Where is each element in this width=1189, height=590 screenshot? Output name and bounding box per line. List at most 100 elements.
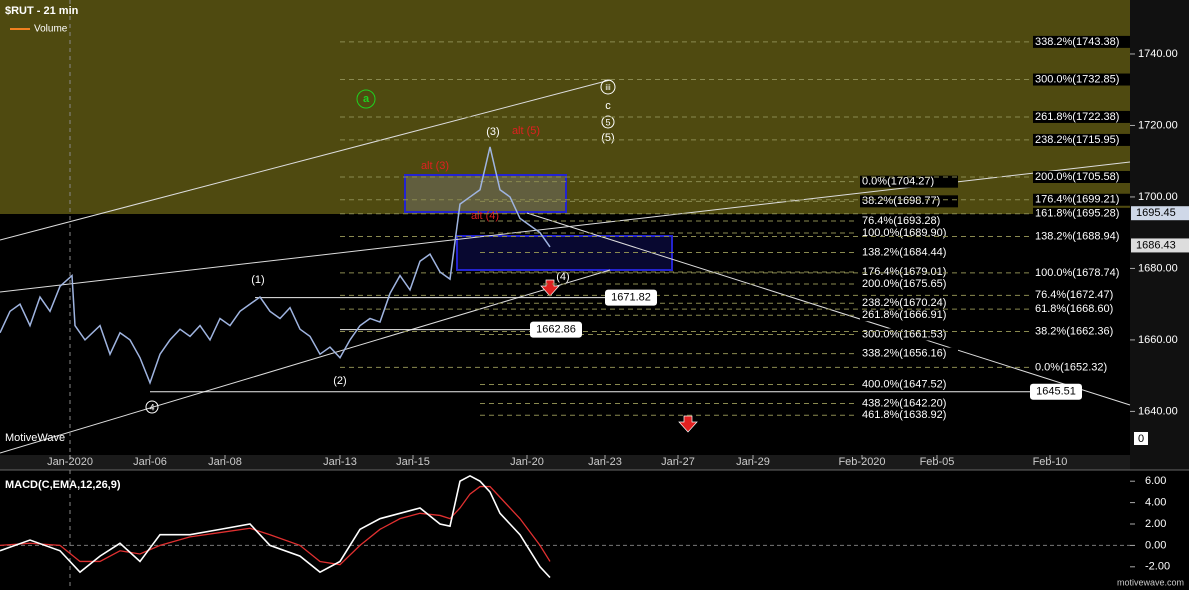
signal-line	[0, 485, 551, 566]
axis-price-label: 1695.45	[1136, 207, 1176, 219]
fib-label-bg	[860, 309, 958, 322]
wave-label: alt (5)	[512, 125, 540, 137]
price-box-label: 1645.51	[1036, 386, 1076, 398]
fib-label-bg	[1033, 35, 1130, 48]
fib-label: 76.4%(1693.28)	[862, 215, 940, 227]
fib-label-bg	[860, 265, 958, 278]
x-tick-label: Jan-23	[588, 456, 622, 468]
fib-label: 0.0%(1652.32)	[1035, 361, 1107, 373]
y-tick-label: 6.00	[1145, 475, 1166, 487]
fib-label: 238.2%(1670.24)	[862, 297, 946, 309]
fib-label-bg	[860, 347, 958, 360]
wave-label: (1)	[251, 274, 264, 286]
fib-label-bg	[860, 214, 958, 227]
price-box-label: 1671.82	[611, 292, 651, 304]
macd-line	[0, 474, 551, 579]
fib-label: 76.4%(1672.47)	[1035, 289, 1113, 301]
fib-label-bg	[860, 378, 958, 391]
down-arrow	[678, 415, 698, 433]
fib-label-bg	[1033, 361, 1130, 374]
wave-label: 5	[605, 117, 610, 127]
fib-label: 100.0%(1689.90)	[862, 227, 946, 239]
fib-label-bg	[860, 297, 958, 310]
fib-label: 38.2%(1698.77)	[862, 195, 940, 207]
fib-label-bg	[860, 277, 958, 290]
blue-box	[404, 174, 567, 213]
fib-label-bg	[1033, 207, 1130, 220]
fib-label: 161.8%(1695.28)	[1035, 208, 1119, 220]
price-axis	[1130, 0, 1189, 470]
wave-label: a	[363, 93, 370, 105]
fib-label: 200.0%(1675.65)	[862, 278, 946, 290]
footer: motivewave.com	[1117, 577, 1184, 587]
fib-label: 200.0%(1705.58)	[1035, 171, 1119, 183]
axis-price-label: 1686.43	[1136, 239, 1176, 251]
fib-label: 100.0%(1678.74)	[1035, 267, 1119, 279]
fib-label-bg	[1033, 193, 1130, 206]
fib-label: 138.2%(1684.44)	[862, 246, 946, 258]
y-tick-label: 1640.00	[1138, 405, 1178, 417]
y-tick-label: 1660.00	[1138, 334, 1178, 346]
watermark: MotiveWave	[5, 432, 65, 444]
volume-axis-label: 0	[1138, 433, 1144, 445]
fib-label: 138.2%(1688.94)	[1035, 230, 1119, 242]
x-tick-label: Feb-05	[920, 456, 955, 468]
fib-label: 338.2%(1656.16)	[862, 348, 946, 360]
wave-label: (2)	[333, 375, 346, 387]
volume-axis-box	[1134, 432, 1148, 445]
x-tick-label: Jan-15	[396, 456, 430, 468]
x-tick-label: Jan-29	[736, 456, 770, 468]
trendline	[0, 269, 611, 454]
fib-label: 261.8%(1666.91)	[862, 309, 946, 321]
y-tick-label: 4.00	[1145, 497, 1166, 509]
fib-label: 300.0%(1661.53)	[862, 328, 946, 340]
fib-label: 238.2%(1715.95)	[1035, 134, 1119, 146]
fib-label-bg	[1033, 133, 1130, 146]
x-tick-label: Jan-13	[323, 456, 357, 468]
x-tick-label: Feb-2020	[838, 456, 885, 468]
wave-label: (4)	[556, 271, 569, 283]
x-tick-label: Feb-10	[1033, 456, 1068, 468]
price-box-label: 1662.86	[536, 324, 576, 336]
legend-label: Volume	[34, 24, 68, 35]
x-tick-label: Jan-20	[510, 456, 544, 468]
wave-circle	[600, 79, 616, 95]
fib-label: 438.2%(1642.20)	[862, 397, 946, 409]
fib-label: 61.8%(1668.60)	[1035, 303, 1113, 315]
axis-price-box	[1131, 206, 1189, 221]
x-tick-label: Jan-08	[208, 456, 242, 468]
wave-circle	[601, 115, 615, 129]
fib-label-bg	[1033, 110, 1130, 123]
x-tick-label: Jan-2020	[47, 456, 93, 468]
macd-title: MACD(C,EMA,12,26,9)	[5, 479, 121, 491]
time-axis	[0, 455, 1130, 470]
fib-label-bg	[860, 195, 958, 208]
fib-label: 400.0%(1647.52)	[862, 378, 946, 390]
wave-label: iii	[605, 83, 611, 92]
wave-label: c	[605, 100, 611, 112]
fib-label-bg	[1033, 303, 1130, 316]
wave-label: (3)	[486, 126, 499, 138]
fib-label-bg	[860, 246, 958, 259]
y-tick-label: 1680.00	[1138, 262, 1178, 274]
fib-label-bg	[860, 409, 958, 422]
chart-title: $RUT - 21 min	[5, 5, 79, 17]
fib-label: 300.0%(1732.85)	[1035, 73, 1119, 85]
wave-circle	[145, 400, 159, 414]
wave-label: alt (3)	[421, 160, 449, 172]
trendline	[0, 79, 611, 241]
fib-label: 38.2%(1662.36)	[1035, 325, 1113, 337]
x-tick-label: Jan-06	[133, 456, 167, 468]
wave-circle	[356, 89, 376, 109]
wave-label: (5)	[601, 132, 614, 144]
y-tick-label: 0.00	[1145, 539, 1166, 551]
price-box	[530, 321, 582, 338]
fib-label: 461.8%(1638.92)	[862, 409, 946, 421]
down-arrow	[540, 279, 560, 297]
fib-label: 176.4%(1679.01)	[862, 266, 946, 278]
fib-label-bg	[1033, 73, 1130, 86]
fib-label-bg	[860, 175, 958, 188]
price-line	[0, 146, 551, 385]
price-box	[605, 289, 657, 306]
